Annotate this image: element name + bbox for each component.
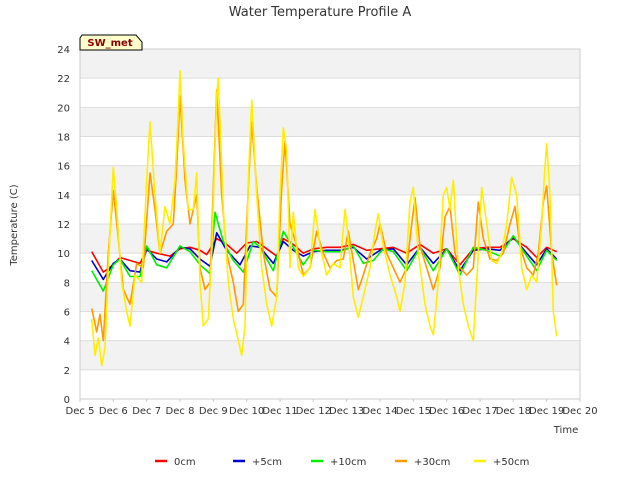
x-tick-label: Dec 7	[132, 406, 161, 417]
x-tick-label: Dec 6	[99, 406, 128, 417]
station-badge-text: SW_met	[87, 38, 132, 49]
legend-item: +5cm	[233, 457, 282, 468]
y-tick-label: 18	[57, 133, 70, 144]
series-line-50cm	[90, 70, 558, 367]
x-tick-label: Dec 11	[262, 406, 297, 417]
legend-item: +50cm	[474, 457, 529, 468]
legend-label: +5cm	[252, 457, 282, 468]
x-tick-label: Dec 13	[329, 406, 364, 417]
y-tick-label: 22	[57, 74, 70, 85]
plot-band	[80, 340, 580, 370]
y-tick-label: 6	[64, 308, 70, 319]
legend-label: +50cm	[493, 457, 529, 468]
y-tick-label: 20	[57, 103, 70, 114]
x-tick-label: Dec 8	[166, 406, 195, 417]
x-tick-label: Dec 19	[529, 406, 564, 417]
y-tick-label: 14	[57, 191, 70, 202]
x-tick-label: Dec 14	[362, 406, 397, 417]
y-tick-label: 24	[57, 45, 70, 56]
y-tick-label: 12	[57, 220, 70, 231]
station-badge-shape	[79, 34, 143, 51]
y-axis-label: Temperature (C)	[9, 184, 20, 266]
x-tick-label: Dec 18	[496, 406, 531, 417]
plot-band	[80, 165, 580, 195]
y-tick-label: 10	[57, 249, 70, 260]
legend-label: +10cm	[330, 457, 366, 468]
legend-label: +30cm	[414, 457, 450, 468]
x-tick-label: Dec 15	[396, 406, 431, 417]
x-tick-label: Dec 16	[429, 406, 464, 417]
legend-label: 0cm	[174, 457, 196, 468]
plot-bands	[80, 49, 580, 370]
x-tick-label: Dec 5	[66, 406, 95, 417]
plot-band	[80, 107, 580, 137]
y-tick-label: 0	[64, 395, 70, 406]
y-tick-label: 8	[64, 278, 70, 289]
series-line-10cm	[91, 211, 558, 292]
legend-item: 0cm	[155, 457, 196, 468]
series-line-30cm	[90, 89, 558, 342]
x-axis-label: Time	[553, 425, 578, 436]
series-lines	[90, 70, 558, 367]
chart-title: Water Temperature Profile A	[229, 5, 412, 20]
legend-item: +10cm	[311, 457, 366, 468]
station-badge: SW_met	[79, 34, 143, 51]
x-tick-label: Dec 20	[562, 406, 597, 417]
x-tick-label: Dec 12	[296, 406, 331, 417]
legend: 0cm +5cm +10cm +30cm +50cm	[155, 457, 529, 468]
x-tick-label: Dec 9	[199, 406, 228, 417]
plot-frame	[79, 48, 581, 400]
plot-band	[80, 282, 580, 312]
plot-band	[80, 49, 580, 79]
legend-item: +30cm	[395, 457, 450, 468]
y-tick-label: 2	[64, 366, 70, 377]
x-tick-label: Dec 17	[462, 406, 497, 417]
y-tick-label: 16	[57, 162, 70, 173]
y-tick-label: 4	[64, 337, 70, 348]
x-tick-label: Dec 10	[229, 406, 264, 417]
